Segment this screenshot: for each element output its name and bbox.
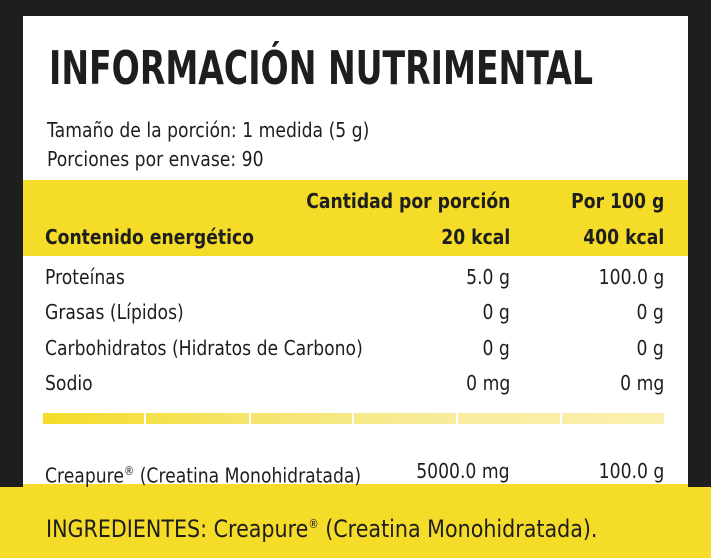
- ingredients-text: INGREDIENTES: Creapure® (Creatina Monohi…: [46, 515, 598, 543]
- creapure-serving: 5000.0 mg: [416, 459, 510, 483]
- nutrient-per100: 0 g: [636, 300, 664, 324]
- servings-per-container: Porciones por envase: 90: [47, 147, 264, 171]
- per-100g-header: Por 100 g: [570, 189, 664, 213]
- nutrient-label: Grasas (Lípidos): [45, 300, 184, 324]
- panel-header: INFORMACIÓN NUTRIMENTAL Tamaño de la por…: [23, 16, 688, 180]
- nutrition-panel: INFORMACIÓN NUTRIMENTAL Tamaño de la por…: [23, 16, 688, 488]
- creapure-label: Creapure® (Creatina Monohidratada): [45, 463, 362, 488]
- nutrient-label: Sodio: [45, 371, 93, 395]
- energy-per-serving: 20 kcal: [440, 225, 510, 249]
- nutrient-serving: 0 mg: [465, 371, 510, 395]
- nutrient-per100: 100.0 g: [598, 265, 664, 289]
- label-frame: INFORMACIÓN NUTRIMENTAL Tamaño de la por…: [23, 16, 688, 488]
- nutrient-serving: 0 g: [482, 336, 510, 360]
- nutrient-serving: 5.0 g: [466, 265, 510, 289]
- nutrient-per100: 0 mg: [619, 371, 664, 395]
- nutrient-table: Proteínas 5.0 g 100.0 g Grasas (Lípidos)…: [23, 256, 688, 488]
- nutrient-label: Carbohidratos (Hidratos de Carbono): [45, 336, 363, 360]
- energy-per-100g: 400 kcal: [582, 225, 664, 249]
- nutrient-serving: 0 g: [482, 300, 510, 324]
- per-serving-header: Cantidad por porción: [305, 189, 510, 213]
- serving-size: Tamaño de la porción: 1 medida (5 g): [47, 118, 370, 142]
- column-header-band: Cantidad por porción Por 100 g Contenido…: [23, 180, 688, 256]
- panel-title: INFORMACIÓN NUTRIMENTAL: [49, 41, 594, 95]
- nutrient-label: Proteínas: [45, 265, 125, 289]
- ingredients-bar: INGREDIENTES: Creapure® (Creatina Monohi…: [0, 487, 711, 558]
- section-divider: [43, 413, 664, 424]
- creapure-per100: 100.0 g: [598, 459, 664, 483]
- nutrient-per100: 0 g: [636, 336, 664, 360]
- energy-label: Contenido energético: [45, 225, 255, 249]
